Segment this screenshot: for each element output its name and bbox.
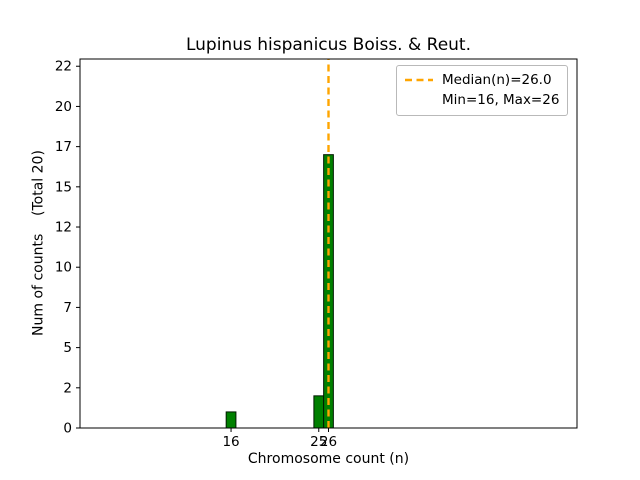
y-tick-label: 5 <box>63 340 72 356</box>
y-tick-label: 12 <box>55 220 72 236</box>
legend-entry-minmax: Min=16, Max=26 <box>403 90 561 110</box>
chart-title: Lupinus hispanicus Boiss. & Reut. <box>185 35 472 55</box>
x-tick-label: 25 <box>310 434 327 450</box>
y-tick-label: 15 <box>55 179 72 195</box>
histogram-bar <box>313 395 325 429</box>
y-tick-label: 7 <box>63 300 72 316</box>
y-tick-label: 0 <box>63 421 72 437</box>
x-tick-label: 26 <box>320 434 337 450</box>
legend: Median(n)=26.0 Min=16, Max=26 <box>396 65 568 116</box>
y-tick-label: 20 <box>55 99 72 115</box>
x-tick-label: 16 <box>222 434 239 450</box>
legend-entry-median: Median(n)=26.0 <box>403 70 561 90</box>
y-tick-label: 22 <box>55 59 72 75</box>
y-tick-label: 10 <box>55 260 72 276</box>
y-tick-label: 17 <box>55 139 72 155</box>
legend-label-median: Median(n)=26.0 <box>442 72 552 88</box>
x-axis-label: Chromosome count (n) <box>247 451 410 467</box>
histogram-bar <box>225 411 237 429</box>
median-line-swatch <box>405 78 433 82</box>
empty-swatch <box>403 90 435 110</box>
legend-label-minmax: Min=16, Max=26 <box>442 92 560 108</box>
y-tick-label: 2 <box>63 380 72 396</box>
